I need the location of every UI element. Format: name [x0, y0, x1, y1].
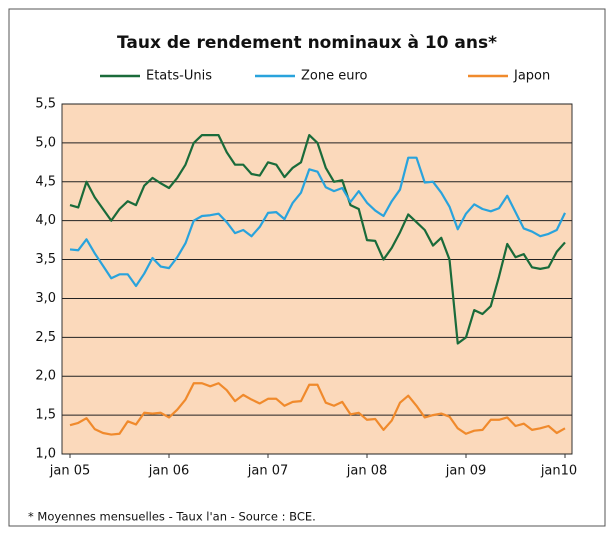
series-line	[69, 134, 566, 345]
y-tick-label: 4,0	[35, 213, 56, 228]
y-tick-label: 1,5	[35, 408, 56, 423]
series-line	[69, 382, 566, 436]
x-tick-label: jan 07	[247, 464, 289, 479]
plot-area	[61, 103, 573, 455]
y-tick-label: 4,5	[35, 174, 56, 189]
legend-label: Zone euro	[301, 69, 368, 84]
y-tick-label: 2,0	[35, 369, 56, 384]
x-tick-label: jan 08	[346, 464, 388, 479]
y-tick-label: 2,5	[35, 330, 56, 345]
y-tick-label: 5,5	[35, 97, 56, 112]
series-line	[69, 156, 566, 288]
y-tick-label: 5,0	[35, 135, 56, 150]
legend-label: Etats-Unis	[146, 69, 212, 84]
footnote: * Moyennes mensuelles - Taux l'an - Sour…	[28, 510, 316, 524]
legend-label: Japon	[513, 69, 550, 84]
y-tick-label: 1,0	[35, 447, 56, 462]
x-tick-label: jan 05	[49, 464, 91, 479]
y-tick-label: 3,0	[35, 291, 56, 306]
y-tick-label: 3,5	[35, 252, 56, 267]
chart-title: Taux de rendement nominaux à 10 ans*	[117, 33, 497, 53]
x-tick-label: jan10	[540, 464, 577, 479]
x-tick-label: jan 06	[148, 464, 190, 479]
x-tick-label: jan 09	[445, 464, 487, 479]
